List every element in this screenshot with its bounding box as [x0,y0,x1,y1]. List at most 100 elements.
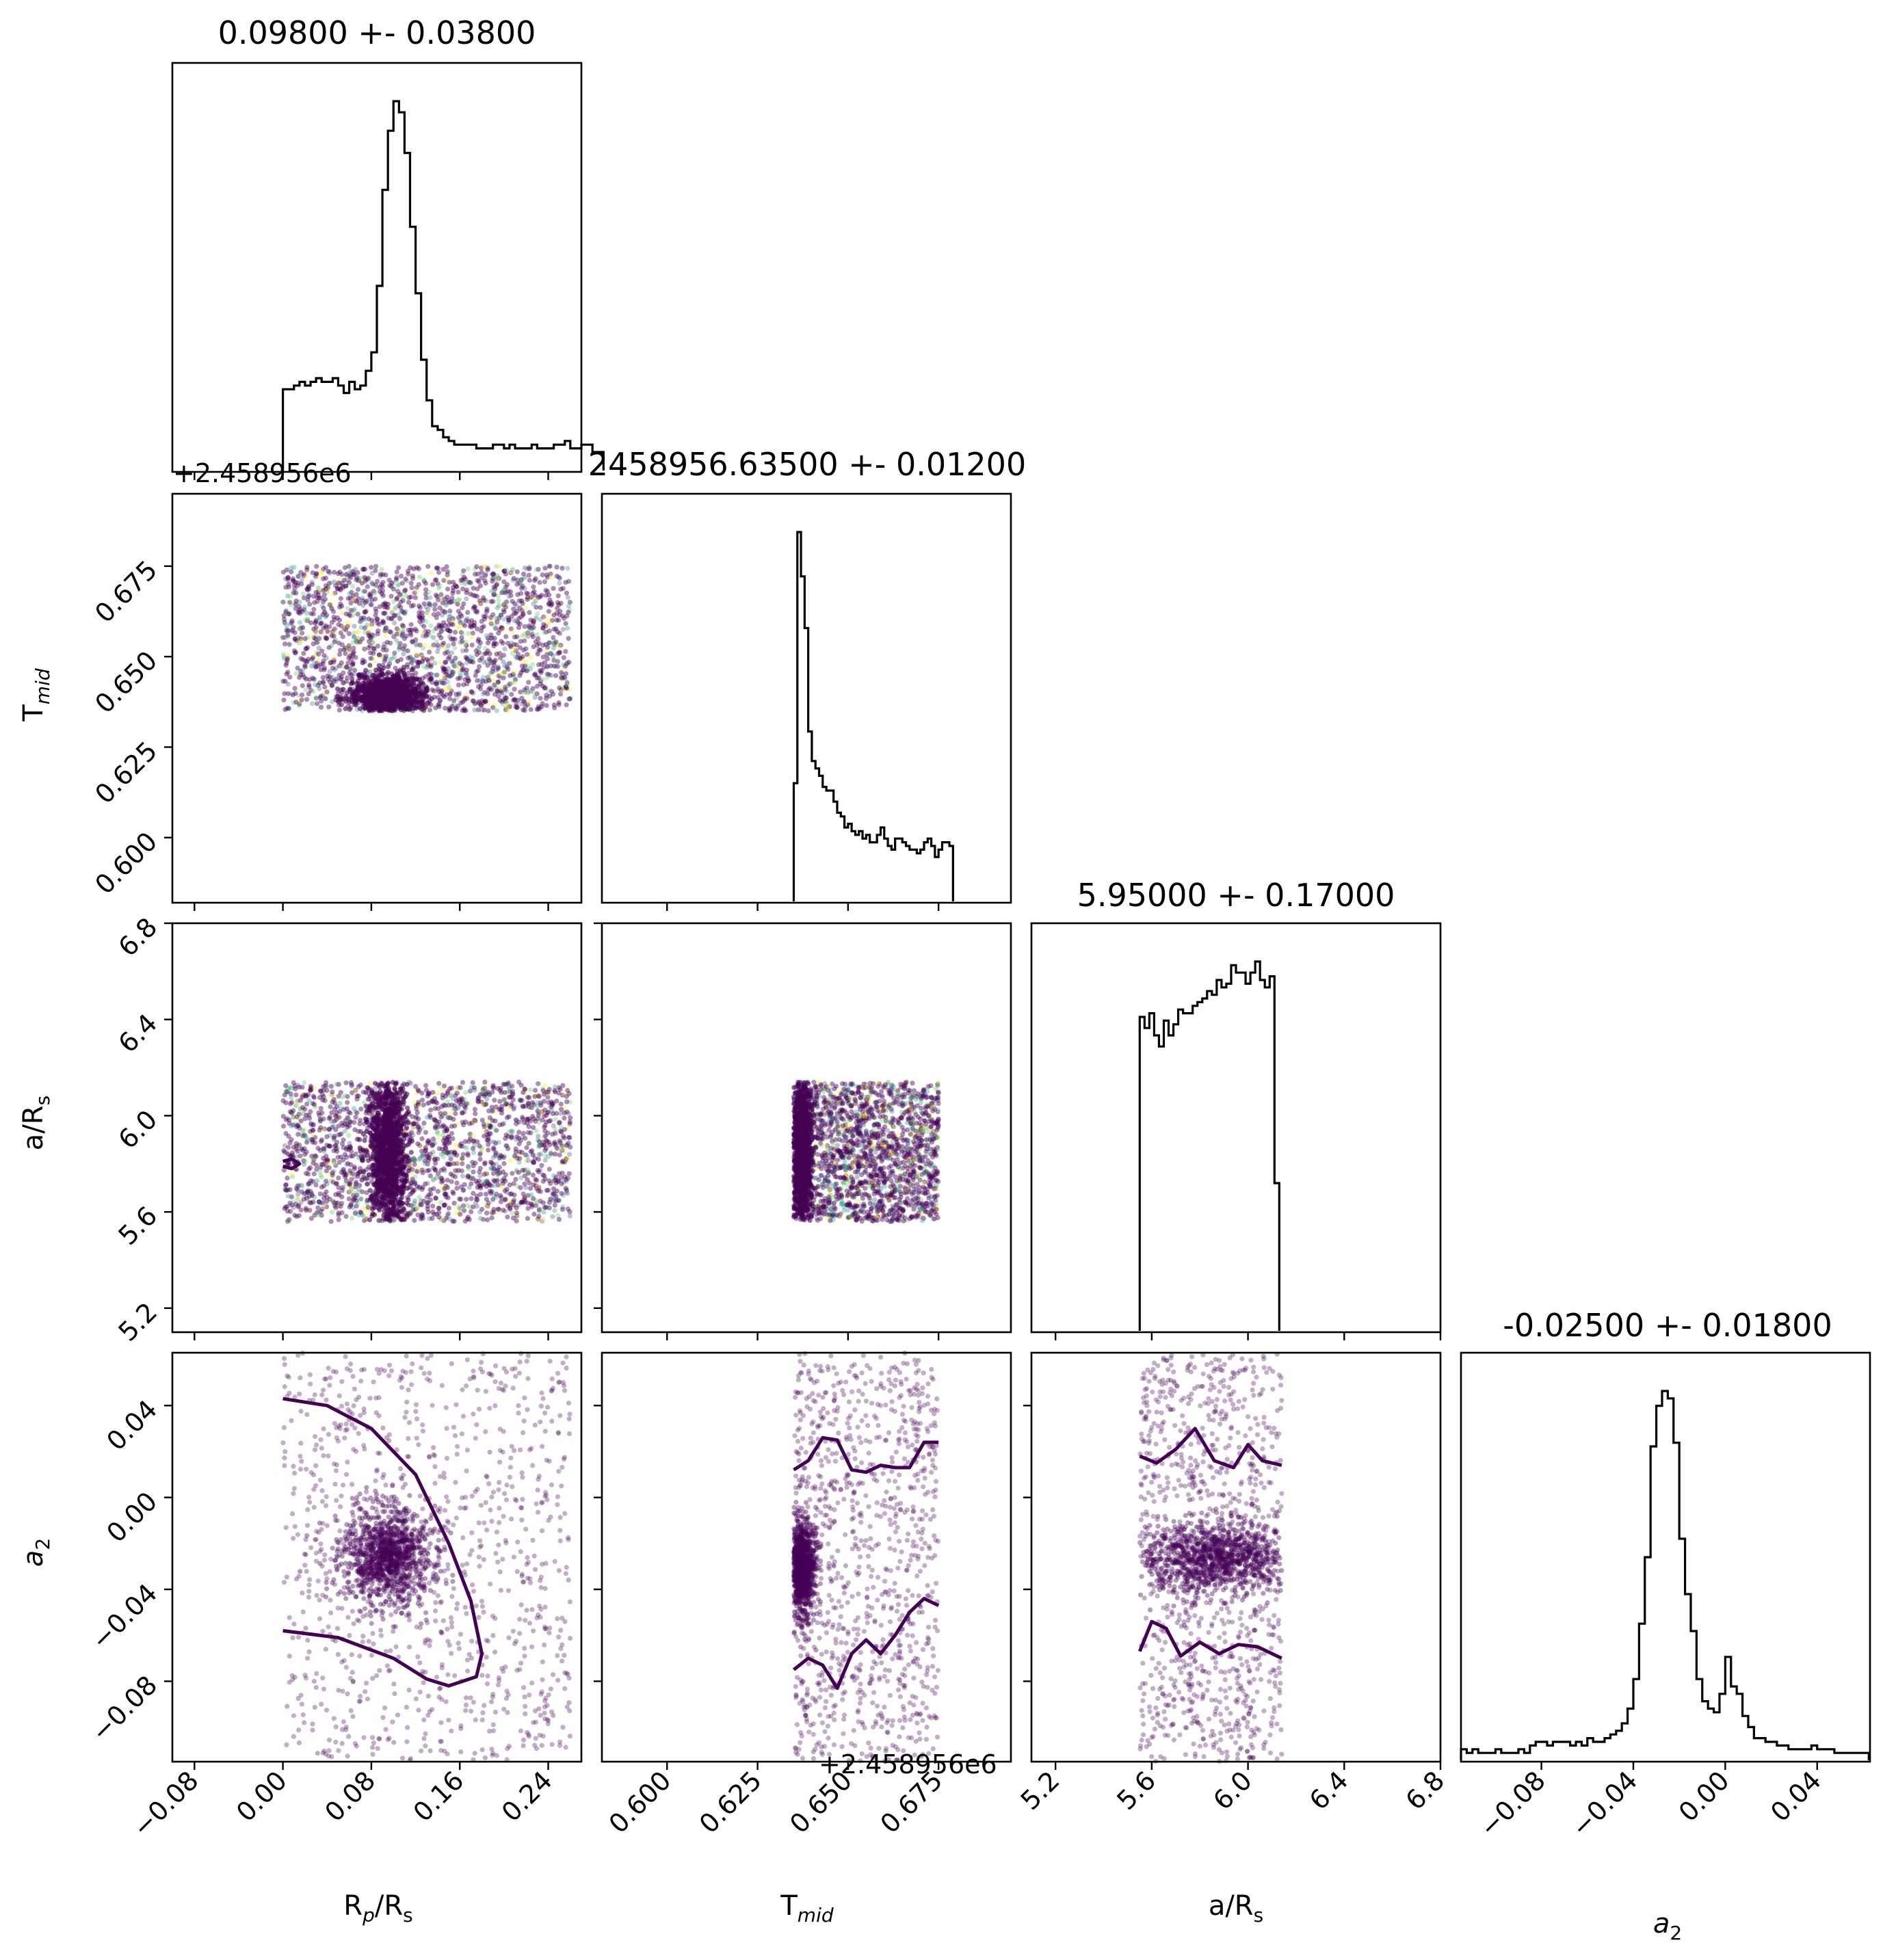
scatter-point [514,1118,518,1123]
scatter-point [390,656,395,661]
scatter-point [433,1106,438,1111]
scatter-point [556,618,561,622]
scatter-point [285,658,289,663]
scatter-point [523,690,527,695]
scatter-point [336,1213,341,1217]
scatter-point [297,626,302,631]
scatter-point [483,1085,488,1090]
scatter-point [336,1155,341,1160]
scatter-point [288,1101,293,1106]
scatter-point [531,644,536,649]
scatter-point [318,1173,323,1178]
scatter-point [343,1175,347,1180]
scatter-point [495,1170,500,1175]
scatter-point [306,1167,311,1171]
scatter-point [306,1098,311,1103]
scatter-point [456,1168,461,1173]
scatter-point [346,596,351,600]
scatter-point [444,1128,449,1133]
scatter-point [445,587,450,592]
scatter-point [560,1207,565,1212]
scatter-point [533,1088,538,1093]
scatter-point [567,1135,572,1140]
scatter-point [423,587,428,592]
scatter-point [486,708,490,713]
scatter-point [396,566,401,570]
scatter-point [512,687,516,691]
scatter-point [473,594,477,598]
scatter-point [472,1085,477,1090]
scatter-point [326,1143,331,1148]
scatter-point [288,594,293,599]
scatter-point [504,568,509,572]
scatter-point [460,1080,465,1085]
scatter-point [506,1105,511,1110]
scatter-point [456,1159,460,1164]
scatter-point [295,581,300,585]
scatter-point [495,708,499,713]
scatter-point [562,1145,566,1150]
scatter-point [471,1169,475,1174]
scatter-point [358,706,363,711]
scatter-point [352,690,357,695]
scatter-point [344,665,349,670]
scatter-point [339,1204,343,1208]
scatter-point [451,670,456,675]
scatter-point [514,1219,518,1223]
scatter-point [473,1107,477,1112]
scatter-point [438,1111,443,1115]
scatter-point [330,683,334,688]
scatter-point [449,637,453,641]
scatter-point [566,595,570,600]
scatter-point [345,606,350,611]
scatter-point [371,651,376,656]
scatter-point [420,629,425,634]
scatter-point [542,1143,547,1148]
scatter-point [358,639,363,644]
scatter-point [530,1159,535,1164]
scatter-point [557,581,562,585]
scatter-point [413,676,418,681]
scatter-point [562,675,566,680]
scatter-point [305,645,310,650]
scatter-point [345,624,350,629]
scatter-point [466,1153,471,1158]
scatter-point [311,655,315,660]
scatter-point [437,624,442,628]
scatter-point [393,685,397,689]
scatter-point [326,1161,330,1166]
scatter-point [314,564,319,569]
scatter-point [443,1150,447,1155]
scatter-point [400,633,405,638]
scatter-point [444,600,449,605]
scatter-point [465,1217,470,1221]
scatter-point [403,678,408,683]
scatter-point [349,1081,354,1085]
scatter-point [413,595,418,600]
scatter-point [540,1172,545,1177]
scatter-point [315,1145,320,1150]
scatter-point [413,637,418,642]
scatter-point [490,666,495,671]
scatter-point [414,651,419,656]
scatter-point [512,676,517,680]
scatter-point [466,566,471,571]
scatter-point [326,677,330,682]
scatter-point [527,1141,531,1145]
scatter-point [521,1090,525,1095]
scatter-point [313,683,317,687]
scatter-point [452,1150,457,1155]
scatter-point [535,1184,540,1189]
scatter-point [487,1092,492,1097]
scatter-point [553,1195,557,1200]
scatter-point [534,605,538,609]
scatter-point [302,1197,306,1202]
scatter-point [567,1152,572,1156]
scatter-point [427,1152,432,1156]
scatter-point [431,1186,436,1191]
scatter-point [293,1092,298,1097]
scatter-point [401,684,406,689]
scatter-point [414,588,419,593]
scatter-point [530,662,535,667]
scatter-point [411,666,416,671]
